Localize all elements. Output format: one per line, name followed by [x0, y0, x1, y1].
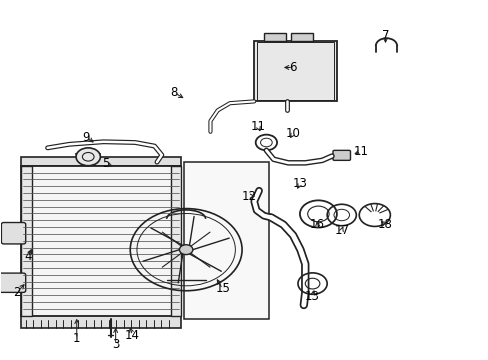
Circle shape [76, 148, 100, 166]
Bar [183, 162, 268, 319]
Bar [254, 41, 336, 102]
Circle shape [179, 245, 192, 255]
Text: 3: 3 [112, 338, 119, 351]
FancyBboxPatch shape [1, 222, 26, 244]
Text: 14: 14 [125, 329, 140, 342]
Text: 1: 1 [73, 333, 81, 346]
Text: 11: 11 [250, 120, 265, 133]
Text: 16: 16 [309, 218, 324, 231]
Bar [256, 42, 334, 100]
Text: 5: 5 [102, 157, 109, 170]
Text: 10: 10 [285, 127, 300, 140]
Text: 6: 6 [289, 61, 296, 74]
Text: 13: 13 [305, 289, 319, 303]
Text: 8: 8 [170, 86, 177, 99]
Text: 4: 4 [24, 250, 32, 263]
Text: 15: 15 [215, 283, 229, 296]
Bar [21, 166, 31, 316]
Text: 11: 11 [353, 145, 368, 158]
Bar [170, 166, 181, 316]
Text: 9: 9 [82, 131, 90, 144]
Bar [21, 157, 181, 166]
Bar [21, 315, 181, 328]
FancyBboxPatch shape [332, 150, 350, 160]
Bar [21, 166, 181, 316]
Bar [290, 33, 312, 41]
Text: 2: 2 [13, 286, 20, 299]
Text: 7: 7 [381, 29, 388, 42]
Text: 18: 18 [377, 218, 392, 231]
Text: 17: 17 [334, 224, 348, 237]
Text: 12: 12 [242, 190, 256, 203]
FancyBboxPatch shape [0, 273, 26, 292]
Text: 13: 13 [292, 177, 307, 190]
Bar [264, 33, 285, 41]
